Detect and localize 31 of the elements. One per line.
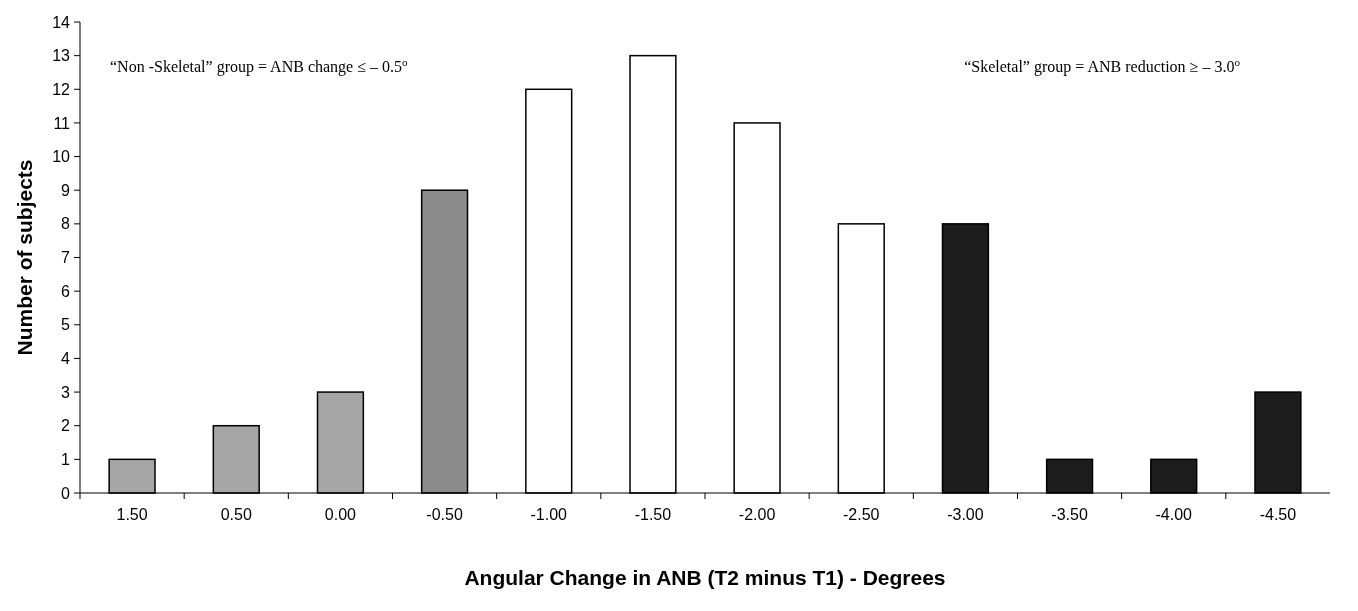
y-tick-label: 2 — [61, 417, 71, 435]
y-tick-label: 6 — [61, 282, 71, 300]
x-tick-label: -0.50 — [426, 506, 463, 523]
x-tick-label: 0.00 — [324, 506, 357, 523]
y-tick-label: 1 — [61, 450, 71, 468]
x-tick-label: -1.50 — [634, 506, 672, 523]
y-axis-title: Number of subjects — [13, 159, 36, 356]
x-tick-label: 1.50 — [116, 506, 148, 523]
y-tick-label: 13 — [52, 47, 71, 65]
x-tick-label: -4.00 — [1155, 506, 1193, 523]
x-tick-label: -3.50 — [1051, 506, 1088, 523]
y-tick-label: 0 — [61, 484, 71, 502]
y-tick-label: 5 — [61, 316, 71, 334]
y-tick-label: 9 — [61, 181, 71, 199]
y-tick-label: 3 — [61, 383, 71, 401]
y-tick-label: 8 — [61, 215, 71, 233]
x-tick-label: -4.50 — [1259, 506, 1297, 523]
annotation: “Non -Skeletal” group = ANB change ≤ – 0.5$^{o}$ — [110, 56, 408, 77]
y-tick-label: 14 — [52, 13, 71, 31]
x-axis-title: Angular Change in ANB (T2 minus T1) - Degrees — [464, 566, 946, 589]
y-tick-label: 7 — [61, 249, 71, 267]
y-tick-label: 12 — [52, 80, 71, 98]
x-tick-label: -3.00 — [947, 506, 984, 523]
y-tick-label: 10 — [52, 148, 71, 166]
x-tick-label: -2.50 — [843, 506, 880, 523]
y-tick-label: 11 — [53, 114, 71, 132]
x-tick-label: -1.00 — [530, 506, 568, 523]
x-tick-label: 0.50 — [220, 506, 252, 523]
annotation: “Skeletal” group = ANB reduction ≥ – 3.0$^{o}$ — [964, 56, 1241, 77]
y-tick-label: 4 — [61, 350, 71, 368]
x-tick-label: -2.00 — [738, 506, 776, 523]
